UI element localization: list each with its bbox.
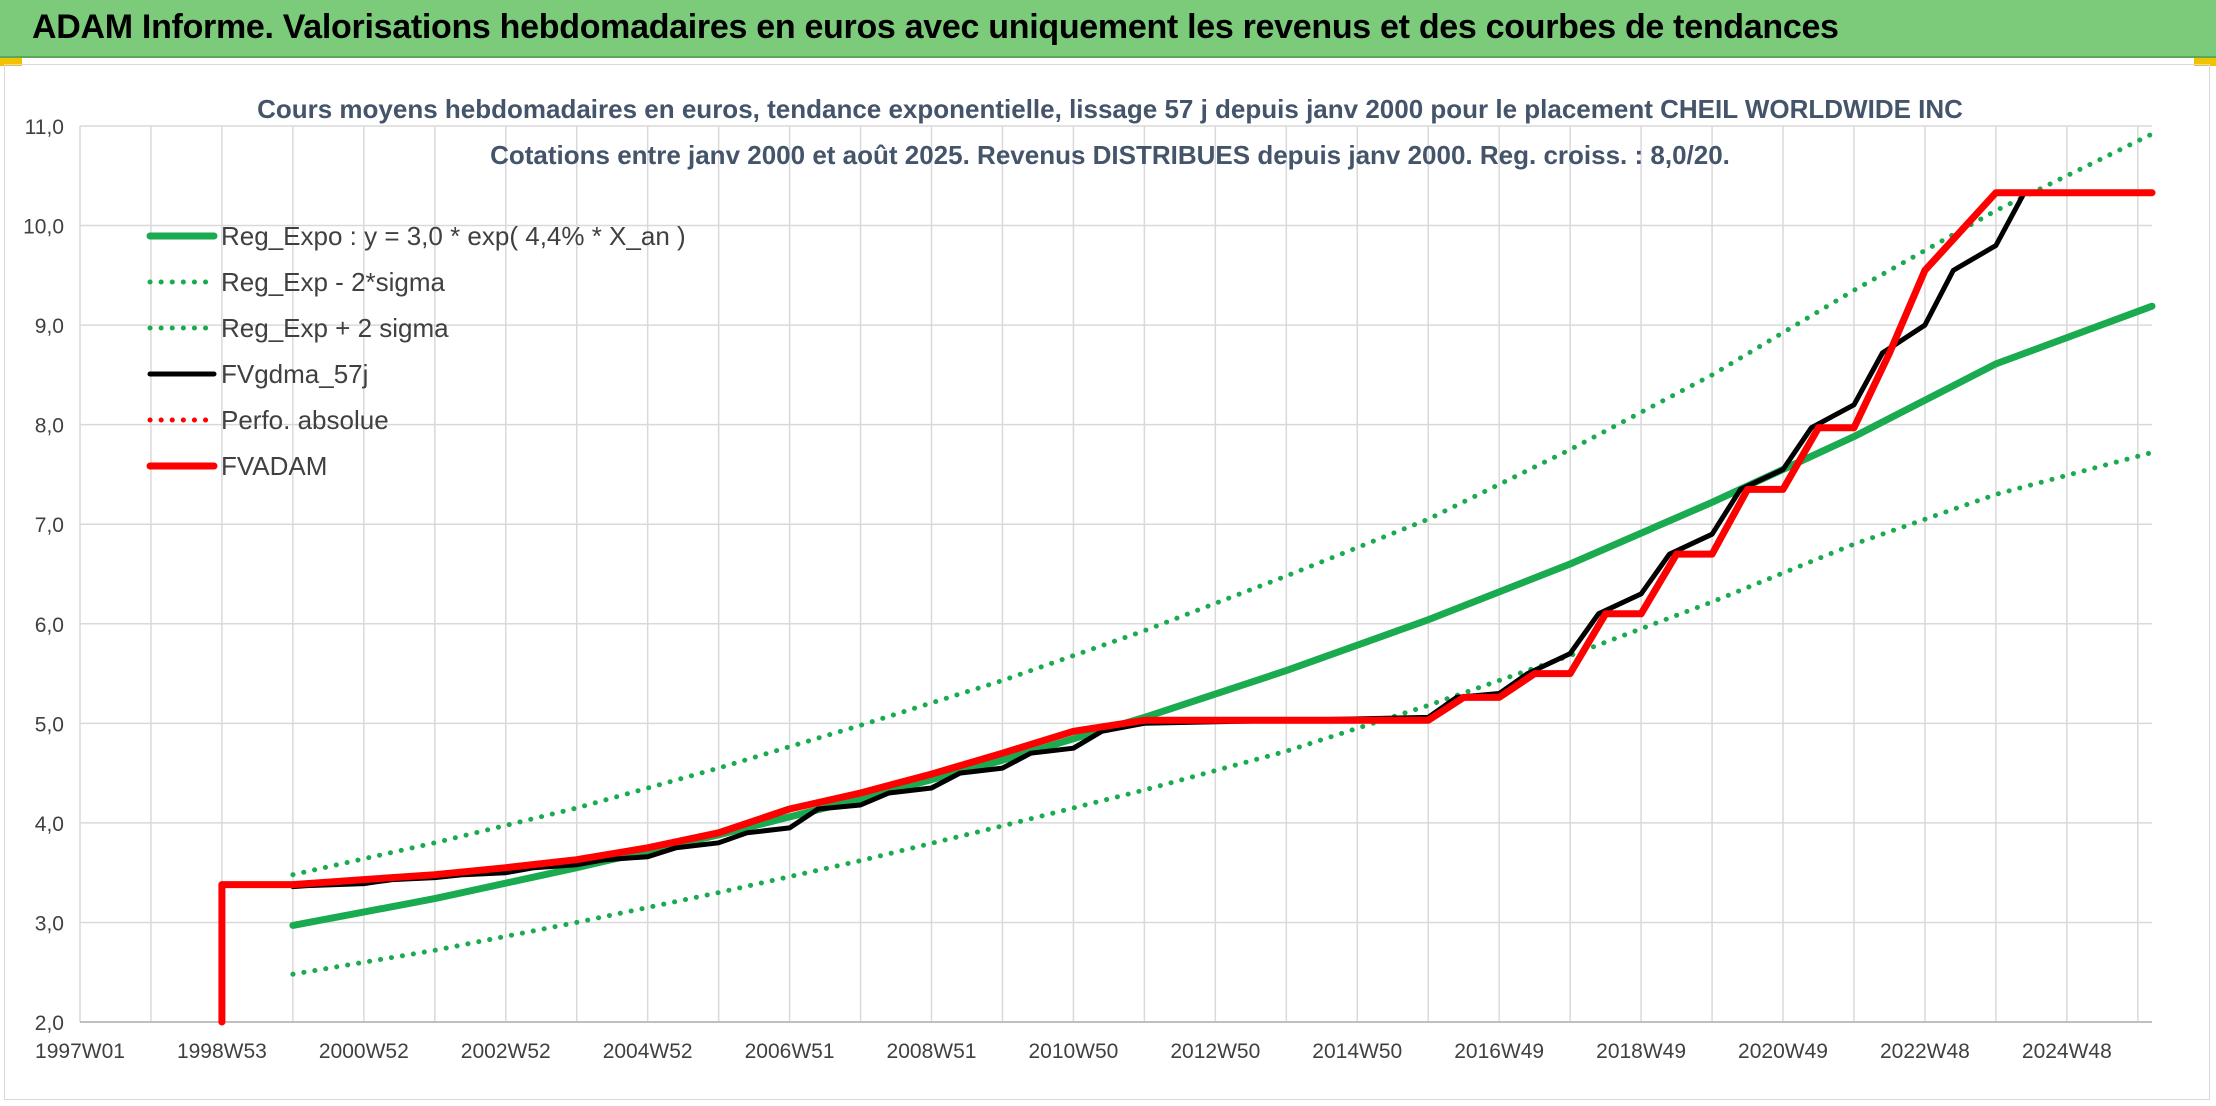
grid — [79, 125, 2152, 1023]
legend-label: Reg_Exp + 2 sigma — [221, 313, 449, 343]
x-tick-label: 2020W49 — [1738, 1040, 1828, 1063]
x-tick-label: 1998W53 — [177, 1040, 267, 1063]
y-tick-label: 10,0 — [23, 216, 64, 239]
x-tick-label: 2018W49 — [1596, 1040, 1686, 1063]
series-line-1 — [290, 450, 2155, 977]
legend-label: Perfo. absolue — [221, 405, 389, 435]
chart-title: Cours moyens hebdomadaires en euros, ten… — [257, 94, 1963, 170]
x-tick-label: 2002W52 — [461, 1040, 551, 1063]
y-tick-label: 3,0 — [35, 912, 64, 935]
chart-area — [4, 64, 2210, 1100]
series — [218, 131, 2156, 1026]
corner-marker-left — [0, 58, 22, 66]
y-tick-label: 6,0 — [35, 614, 64, 637]
x-tick-label: 2024W48 — [2022, 1040, 2112, 1063]
y-axis-ticks: 2,0 3,0 4,0 5,0 6,0 7,0 8,0 9,0 10,0 11,0 — [23, 116, 64, 1035]
series-line-5 — [218, 189, 2156, 1026]
corner-marker-right — [2194, 58, 2216, 66]
y-tick-label: 11,0 — [25, 116, 64, 139]
legend: Reg_Expo : y = 3,0 * exp( 4,4% * X_an ) R… — [146, 221, 686, 481]
x-tick-label: 2010W50 — [1028, 1040, 1118, 1063]
x-tick-label: 2006W51 — [745, 1040, 835, 1063]
x-tick-label: 2012W50 — [1170, 1040, 1260, 1063]
legend-label: FVgdma_57j — [221, 359, 368, 389]
report-title: ADAM Informe. Valorisations hebdomadaire… — [32, 8, 1839, 46]
x-axis-ticks: 1997W01 1998W53 2000W52 2002W52 2004W52 2006W… — [35, 1040, 2112, 1063]
chart-title-line-2: Cotations entre janv 2000 et août 2025. … — [490, 140, 1730, 170]
x-tick-label: 2022W48 — [1880, 1040, 1970, 1063]
x-tick-label: 2016W49 — [1454, 1040, 1544, 1063]
y-tick-label: 2,0 — [35, 1012, 64, 1035]
legend-label: Reg_Exp - 2*sigma — [221, 267, 446, 297]
legend-label: FVADAM — [221, 451, 327, 481]
x-tick-label: 2000W52 — [319, 1040, 409, 1063]
x-tick-label: 2004W52 — [603, 1040, 693, 1063]
y-tick-label: 7,0 — [35, 514, 64, 537]
x-tick-label: 2008W51 — [887, 1040, 977, 1063]
y-tick-label: 8,0 — [35, 415, 64, 438]
x-tick-label: 2014W50 — [1312, 1040, 1402, 1063]
x-tick-label: 1997W01 — [35, 1040, 125, 1063]
y-tick-label: 5,0 — [35, 713, 64, 736]
chart-title-line-1: Cours moyens hebdomadaires en euros, ten… — [257, 94, 1963, 124]
legend-label: Reg_Expo : y = 3,0 * exp( 4,4% * X_an ) — [221, 221, 686, 251]
y-tick-label: 4,0 — [35, 813, 64, 836]
series-line-0 — [289, 302, 2156, 929]
report-banner: ADAM Informe. Valorisations hebdomadaire… — [0, 0, 2216, 58]
y-tick-label: 9,0 — [35, 315, 64, 338]
